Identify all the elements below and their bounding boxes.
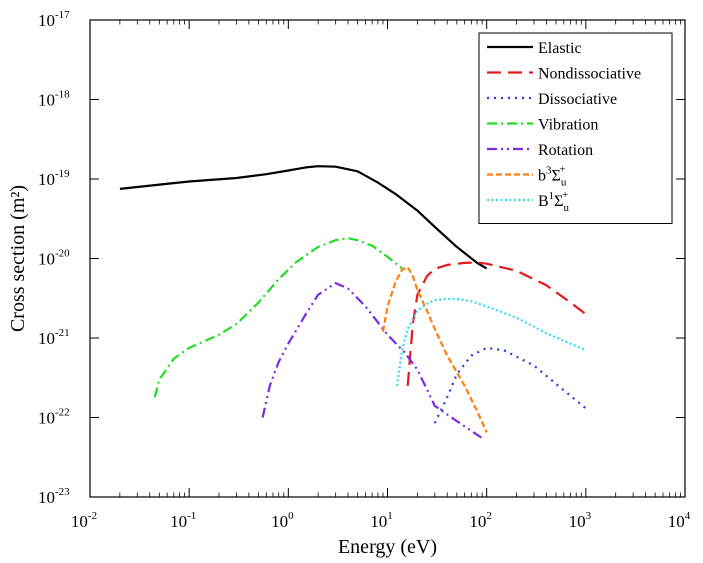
y-tick-label: 10-22 [38, 407, 70, 428]
series-line-rotation [261, 282, 483, 440]
ticks-layer [89, 19, 686, 498]
legend-label: Elastic [538, 40, 582, 57]
series-line-b-u- [396, 297, 587, 387]
x-tick-label: 104 [668, 510, 691, 531]
series-line-dissociative [433, 346, 587, 424]
legend: Elastic Nondissociative Dissociative Vibrat… [478, 32, 673, 224]
y-tick-label: 10-18 [38, 89, 70, 110]
series-line-nondissociative [406, 261, 587, 386]
x-tick-labels: 10-2 10-1 100 101 102 103 104 [71, 510, 691, 531]
series-layer [119, 165, 587, 440]
legend-box [478, 32, 673, 224]
x-axis-title: Energy (eV) [338, 536, 437, 558]
series-line-elastic [119, 165, 488, 270]
y-tick-label: 10-20 [38, 248, 70, 269]
x-tick-label: 10-2 [71, 510, 97, 531]
x-tick-label: 100 [271, 510, 294, 531]
legend-label: b3Σu+ [538, 164, 567, 189]
legend-label: Vibration [538, 117, 598, 134]
x-tick-label: 102 [469, 510, 492, 531]
legend-label: Rotation [538, 142, 593, 159]
legend-label: B1Σu+ [538, 189, 569, 214]
x-tick-label: 103 [569, 510, 592, 531]
y-tick-label: 10-17 [38, 9, 70, 30]
legend-label: Dissociative [538, 91, 617, 108]
y-tick-label: 10-19 [38, 168, 70, 189]
x-tick-label: 101 [370, 510, 393, 531]
y-tick-labels: 10-23 10-22 10-21 10-20 10-19 10-18 10-17 [38, 9, 70, 507]
y-tick-label: 10-23 [38, 486, 70, 507]
y-tick-label: 10-21 [38, 327, 70, 348]
series-line-vibration [153, 237, 403, 398]
x-tick-label: 10-1 [170, 510, 196, 531]
legend-label: Nondissociative [538, 66, 641, 83]
y-axis-title: Cross section (m²) [7, 185, 29, 332]
series-line-b-u- [381, 266, 488, 433]
